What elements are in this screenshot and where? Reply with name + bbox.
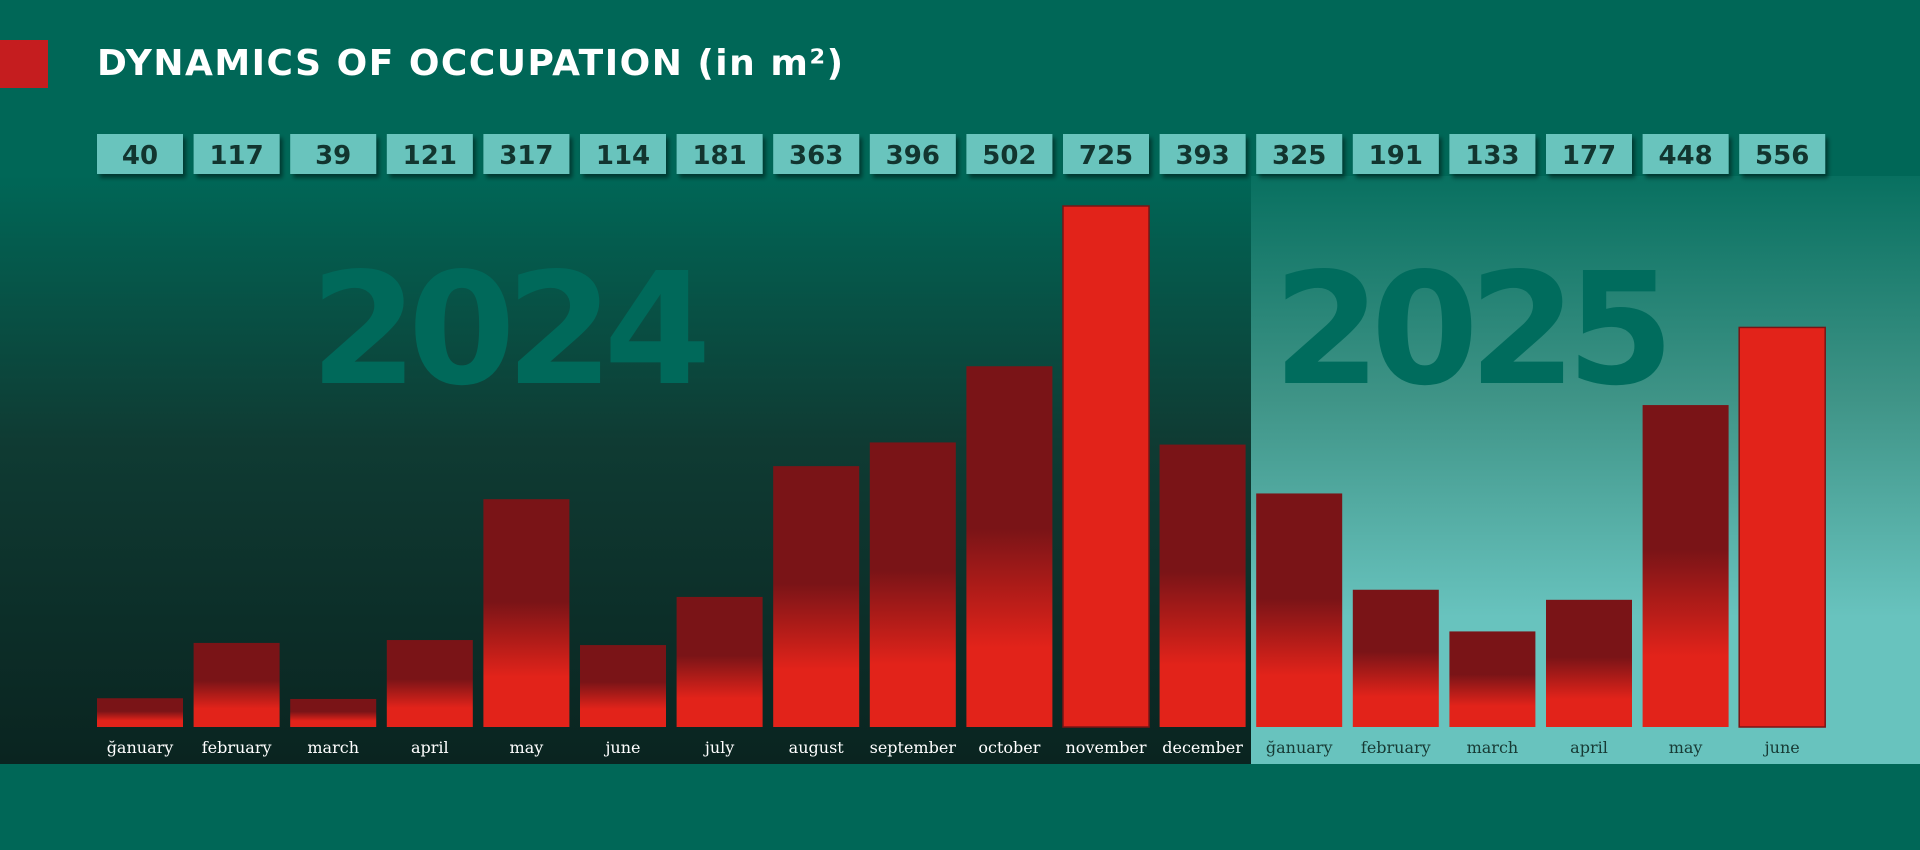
bar [1352,589,1439,727]
data-label: 556 [1755,141,1809,171]
value-box [97,134,183,174]
data-label: 448 [1658,141,1712,171]
bar [1159,444,1246,727]
data-label: 121 [403,141,457,171]
x-tick-label: february [202,738,272,757]
value-box [869,134,956,174]
value-box [580,134,666,174]
bar [580,645,666,727]
data-label: 39 [315,141,351,171]
bar [290,698,377,727]
data-label: 317 [499,141,553,171]
x-tick-label: march [307,738,359,757]
bar [193,642,280,727]
bar [97,698,183,727]
x-tick-label: july [703,738,734,757]
value-box [676,134,763,174]
value-box [1642,134,1729,174]
data-label: 191 [1369,141,1423,171]
x-tick-label: october [978,738,1040,757]
data-label: 114 [596,141,650,171]
x-tick-label: april [411,738,449,757]
bar [1738,326,1826,728]
year-label-2025: 2025 [1273,239,1674,420]
x-tick-label: february [1361,738,1431,757]
x-tick-label: may [510,738,544,757]
bar [483,499,570,727]
x-tick-label: august [789,738,845,757]
bar [676,596,763,727]
bar [869,442,956,727]
x-tick-label: ğanuary [107,738,174,757]
x-tick-label: december [1162,738,1243,757]
data-label: 133 [1465,141,1519,171]
value-box [966,134,1053,174]
value-box [1546,134,1632,174]
data-label: 396 [886,141,940,171]
x-tick-label: april [1570,738,1608,757]
value-box [1352,134,1439,174]
data-label: 363 [789,141,843,171]
bar [1062,205,1150,728]
x-tick-label: june [1763,738,1800,757]
value-box [1159,134,1246,174]
value-box [290,134,377,174]
value-box [773,134,860,174]
bar [1256,493,1343,727]
data-label: 393 [1175,141,1229,171]
value-box [1449,134,1536,174]
value-box [386,134,473,174]
data-label: 181 [692,141,746,171]
bar [773,466,860,727]
bar [1642,405,1729,727]
x-tick-label: ğanuary [1266,738,1333,757]
accent-square [0,40,48,88]
data-label: 502 [982,141,1036,171]
bar [386,640,473,727]
x-tick-label: june [603,738,640,757]
bar [1546,599,1632,727]
data-label: 725 [1079,141,1133,171]
value-box [1063,134,1149,174]
x-tick-label: november [1066,738,1147,757]
value-box [1739,134,1826,174]
data-label: 325 [1272,141,1326,171]
chart-title: DYNAMICS OF OCCUPATION (in m²) [97,43,845,84]
data-label: 40 [122,141,158,171]
x-tick-label: march [1467,738,1519,757]
x-tick-label: september [870,738,957,757]
bar [1449,631,1536,727]
bottom-band [0,764,1920,850]
value-box [193,134,280,174]
bar [966,366,1053,727]
data-label: 177 [1562,141,1616,171]
year-label-2024: 2024 [310,239,711,420]
data-label: 117 [209,141,263,171]
value-box [1256,134,1343,174]
value-box [483,134,570,174]
x-tick-label: may [1669,738,1703,757]
